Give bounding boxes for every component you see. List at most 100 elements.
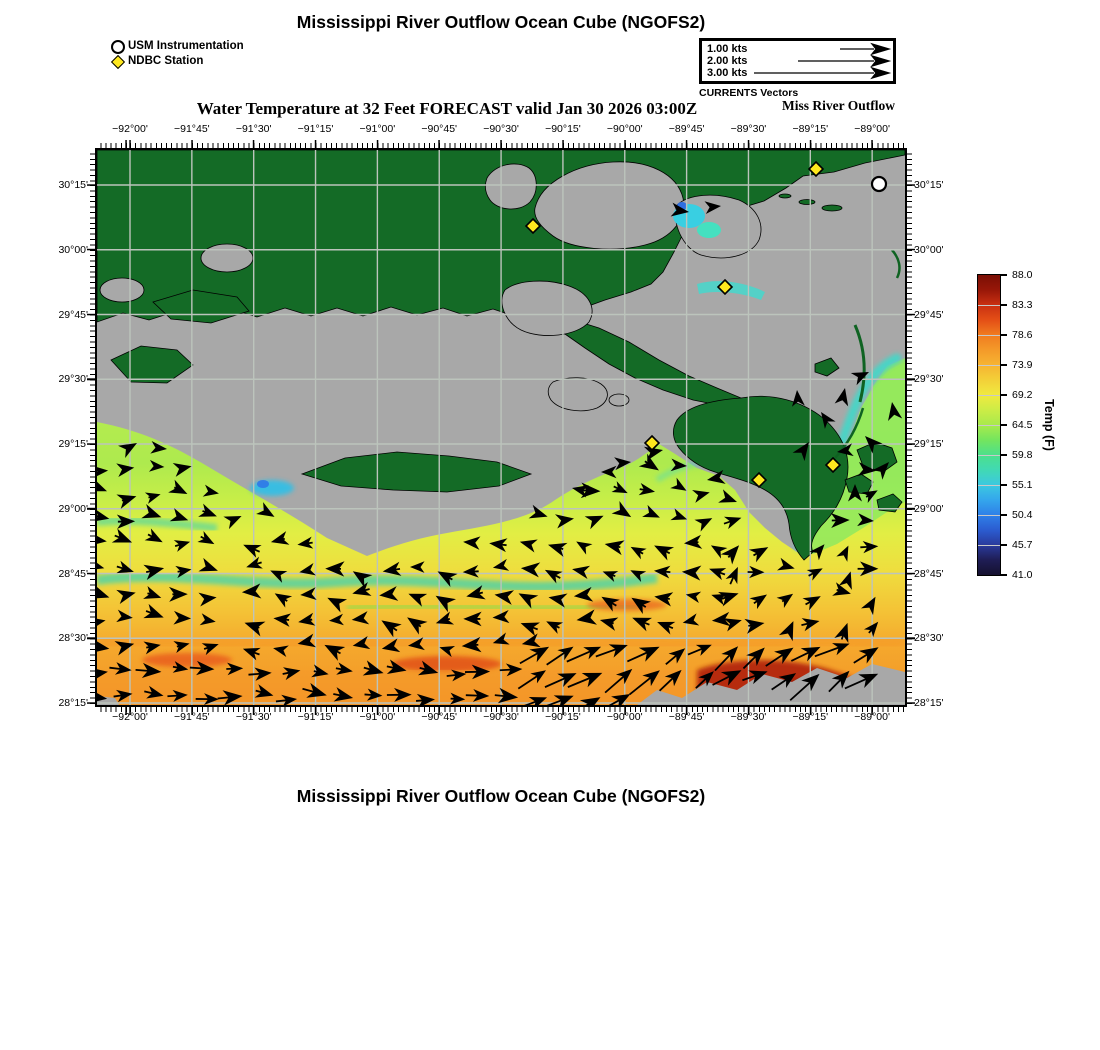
current-vector-arrow (809, 544, 825, 561)
graticule-gridlines (97, 150, 905, 705)
current-vector-arrow (630, 546, 647, 560)
current-vector-arrow (712, 670, 742, 686)
lon-tick-label: −89°45' (668, 123, 705, 135)
current-vector-arrow (437, 571, 458, 588)
usm-station-marker (870, 175, 888, 193)
current-vector-arrow (771, 673, 797, 691)
current-vector-arrow (202, 484, 219, 497)
colorbar-tick (1000, 334, 1007, 336)
current-vector-arrow (275, 694, 298, 705)
current-vector-arrow (830, 513, 850, 529)
current-vector-arrow (670, 202, 689, 217)
current-vector-arrow (546, 646, 574, 666)
current-vector-arrow (604, 668, 633, 694)
current-vector-arrow (381, 620, 402, 638)
current-vector-arrow (604, 540, 625, 556)
colorbar-tick-value: 41.0 (1012, 568, 1033, 581)
current-vector-arrow (273, 613, 292, 627)
lon-tick-label: −89°45' (668, 711, 705, 723)
current-vector-arrow (718, 489, 737, 503)
current-vector-arrow (352, 636, 371, 650)
colorbar-tick (1000, 484, 1007, 486)
vector-legend-1kt: 1.00 kts (707, 43, 748, 55)
current-vector-arrow (704, 201, 721, 215)
current-vector-arrow (169, 508, 189, 522)
current-vector-arrow (872, 462, 889, 480)
lat-tick-label: 28°15' (914, 697, 944, 709)
barrier-islands (834, 249, 901, 459)
current-vector-arrow (173, 641, 190, 654)
current-vector-arrow (297, 536, 314, 549)
current-vector-arrow (681, 565, 702, 581)
current-vector-arrow (282, 667, 301, 681)
current-vector-arrow (821, 412, 836, 429)
colorbar-tick-value: 88.0 (1012, 268, 1033, 281)
lon-tick-label: −90°30' (483, 711, 519, 723)
lon-tick-label: −89°30' (730, 123, 767, 135)
current-vector-arrow (654, 565, 671, 579)
lon-tick-label: −91°15' (297, 711, 334, 723)
colorbar-tick-value: 64.5 (1012, 418, 1033, 431)
current-vector-arrow (141, 504, 162, 519)
colorbar-gridline (978, 304, 1000, 306)
current-vector-arrow (97, 616, 106, 632)
current-vector-arrow (611, 501, 632, 518)
lon-tick-label: −89°00' (854, 123, 890, 135)
current-vector-arrow (834, 388, 849, 407)
bottom-longitude-axis: −92°00' −91°45' −91°30' −91°15' −91°00' −90°4… (97, 711, 905, 725)
right-axis-major-ticks (907, 150, 915, 705)
current-vector-arrow (382, 561, 402, 576)
forecast-subtitle: Water Temperature at 32 Feet FORECAST va… (196, 99, 698, 118)
current-vector-arrow (548, 542, 568, 557)
current-vector-arrow (143, 603, 164, 619)
current-vector-arrow (381, 638, 401, 653)
ndbc-station-marker (524, 217, 542, 235)
current-vector-arrow (778, 621, 794, 642)
colorbar-title: Temp (F) (1042, 399, 1056, 451)
ndbc-station-marker (807, 160, 825, 178)
right-latitude-axis: 30°15' 30°00' 29°45' 29°30' 29°15' 29°00' 28°4… (910, 150, 970, 709)
current-vector-arrow (709, 568, 727, 581)
ndbc-diamond-icon (110, 54, 124, 68)
current-vector-arrow (144, 685, 164, 699)
current-vector-arrow (97, 668, 108, 680)
current-vector-arrow (863, 621, 879, 638)
current-vector-arrow (626, 646, 660, 663)
chart-title-top: Mississippi River Outflow Ocean Cube (NG… (296, 12, 706, 32)
colorbar-gridline (978, 364, 1000, 366)
current-vector-arrow (97, 533, 107, 546)
current-vector-arrow (521, 633, 541, 648)
current-vector-arrow (576, 541, 593, 555)
current-vector-arrow (801, 618, 820, 632)
current-vector-arrow (857, 561, 879, 577)
current-vector-arrow (217, 690, 243, 705)
current-vector-arrow (173, 610, 191, 625)
lat-tick-label: 29°30' (58, 373, 88, 386)
current-vector-arrow (465, 688, 490, 702)
current-vector-arrow (792, 442, 809, 462)
current-vector-arrow (638, 453, 659, 471)
current-vector-arrow (241, 583, 262, 599)
current-vector-arrow (670, 477, 687, 491)
colorbar-tick (1000, 394, 1007, 396)
current-vector-arrow (861, 596, 876, 616)
current-vector-arrow (274, 593, 293, 608)
current-vector-arrow (638, 483, 655, 496)
current-vector-arrow (386, 659, 407, 674)
current-vector-arrow (242, 647, 261, 661)
current-vector-arrow (814, 643, 850, 658)
current-vector-arrow (723, 516, 742, 530)
current-vector-arrow (116, 463, 135, 478)
current-vector-arrow (828, 670, 850, 693)
current-vector-arrow (417, 660, 439, 676)
current-vector-arrow (707, 469, 726, 484)
current-vector-arrow (573, 697, 601, 705)
current-vector-arrow (143, 564, 165, 580)
current-vector-arrow (144, 528, 163, 543)
current-vector-arrow (175, 565, 192, 579)
map-plot-area (95, 148, 907, 707)
lat-tick-label: 29°30' (914, 373, 944, 386)
current-vector-arrow (148, 459, 165, 472)
current-vector-arrow (439, 645, 456, 658)
current-vector-arrow (832, 582, 851, 596)
